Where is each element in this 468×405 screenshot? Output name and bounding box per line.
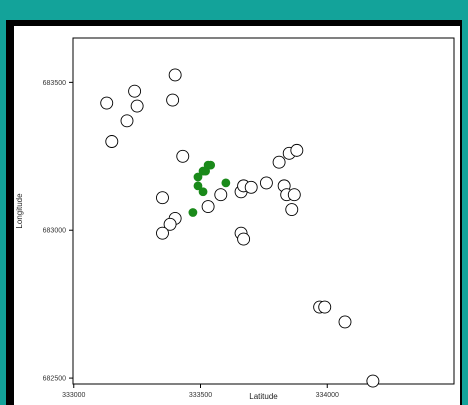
open-data-point [105, 135, 119, 148]
x-tick-label: 334000 [316, 392, 339, 399]
y-tick-label: 683500 [43, 80, 66, 87]
filled-data-point [221, 178, 231, 188]
data-points [100, 68, 380, 388]
open-data-point [176, 149, 190, 163]
filled-data-point [206, 160, 216, 170]
open-data-point [285, 203, 299, 216]
scatter-chart: 333000 333500 334000 682500 683000 683500 La… [15, 37, 455, 401]
open-data-point [120, 114, 134, 128]
x-tick-label: 333500 [189, 392, 212, 399]
open-data-point [163, 217, 177, 231]
open-data-point [166, 93, 180, 107]
open-data-point [237, 232, 251, 246]
open-data-point [128, 84, 142, 98]
x-axis-label: Latitude [249, 392, 278, 401]
x-tick-label: 333000 [62, 392, 85, 399]
open-data-point [168, 68, 182, 82]
filled-data-point [193, 181, 203, 191]
open-data-point [366, 374, 380, 388]
open-data-point [214, 188, 228, 202]
y-tick-label: 682500 [43, 376, 66, 383]
open-data-point [130, 99, 144, 113]
open-data-point [272, 155, 286, 169]
open-data-point [259, 176, 273, 190]
open-data-point [318, 300, 332, 314]
open-data-point [201, 200, 215, 214]
filled-data-point [198, 187, 208, 197]
y-axis-ticks: 682500 683000 683500 [43, 80, 73, 383]
chart-panel: 333000 333500 334000 682500 683000 683500 La… [14, 26, 460, 405]
open-data-point [156, 226, 169, 240]
open-data-point [100, 96, 114, 110]
open-data-point [338, 315, 352, 329]
open-data-point [287, 188, 301, 202]
filled-data-point [193, 172, 203, 182]
y-tick-label: 683000 [43, 228, 66, 235]
y-axis-label: Longitude [15, 193, 24, 229]
x-axis-ticks: 333000 333500 334000 [62, 384, 339, 399]
open-data-point [290, 143, 304, 157]
filled-data-point [188, 208, 198, 217]
open-data-point [244, 180, 258, 194]
open-data-point [156, 191, 169, 205]
